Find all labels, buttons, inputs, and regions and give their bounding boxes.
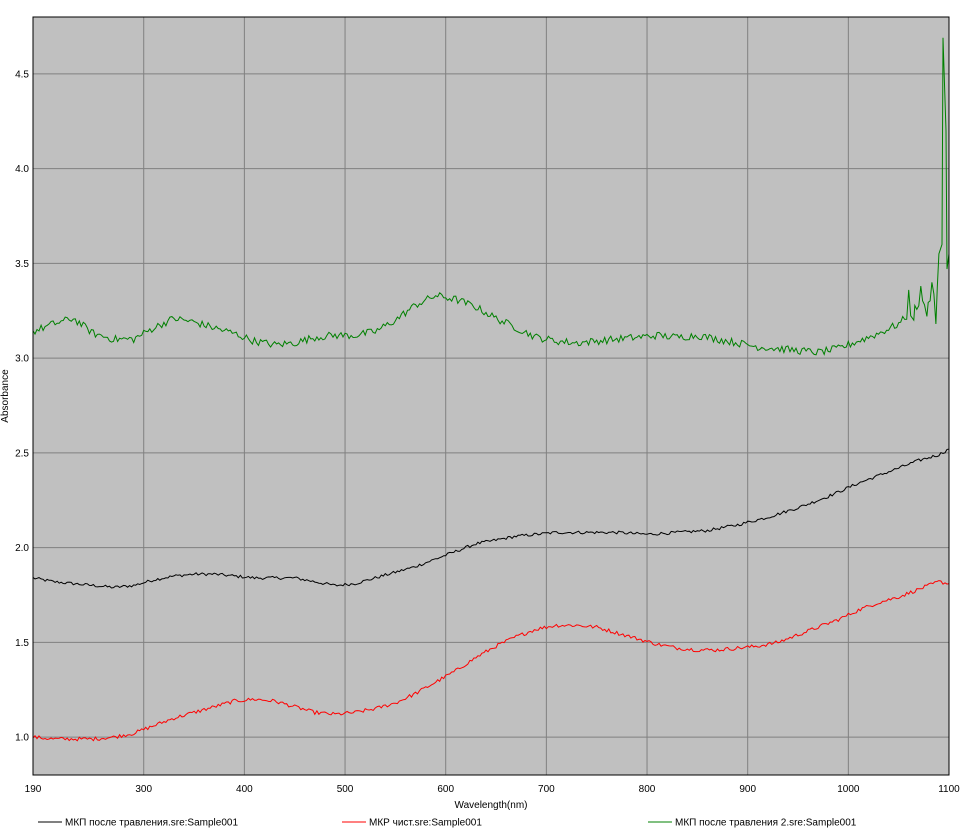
- y-axis-title: Absorbance: [0, 369, 11, 423]
- legend-label: МКП после травления.sre:Sample001: [65, 818, 238, 829]
- grid-lines: [33, 17, 949, 775]
- y-tick-label: 1.0: [15, 733, 29, 744]
- plot-border: [32, 16, 950, 776]
- series-line-0: [32, 448, 950, 589]
- y-tick-label: 4.5: [15, 69, 29, 80]
- x-tick-label: 190: [25, 784, 42, 795]
- series-line-1: [32, 580, 950, 742]
- series-lines: [32, 37, 950, 742]
- y-tick-label: 2.5: [15, 448, 29, 459]
- plot-area: [33, 17, 949, 775]
- x-tick-label: 1000: [837, 784, 860, 795]
- x-tick-label: 400: [236, 784, 253, 795]
- x-tick-label: 300: [135, 784, 152, 795]
- x-axis-title: Wavelength(nm): [455, 800, 528, 811]
- x-tick-label: 800: [639, 784, 656, 795]
- x-tick-label: 1100: [938, 784, 960, 795]
- y-tick-label: 4.0: [15, 164, 29, 175]
- tick-labels: 190 300 400 500 600 700 800 900 1000 1100 1.0 1.5 2.…: [15, 69, 960, 795]
- legend-label: МКР чист.sre:Sample001: [369, 818, 482, 829]
- x-tick-label: 700: [538, 784, 555, 795]
- legend-label: МКП после травления 2.sre:Sample001: [675, 818, 857, 829]
- y-tick-label: 3.0: [15, 354, 29, 365]
- y-tick-label: 1.5: [15, 638, 29, 649]
- x-tick-label: 600: [437, 784, 454, 795]
- y-tick-label: 3.5: [15, 259, 29, 270]
- y-tick-label: 2.0: [15, 543, 29, 554]
- series-line-2: [32, 37, 950, 356]
- x-tick-label: 900: [739, 784, 756, 795]
- x-tick-label: 500: [337, 784, 354, 795]
- legend: МКП после травления.sre:Sample001 МКР чис…: [38, 818, 857, 829]
